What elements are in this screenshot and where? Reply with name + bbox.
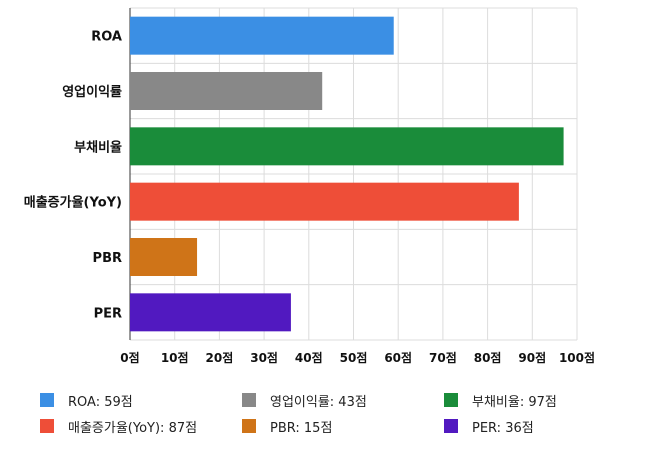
bar xyxy=(130,72,323,110)
legend-swatch xyxy=(444,393,458,407)
legend-item: 영업이익률: 43점 xyxy=(242,390,444,410)
x-tick-label: 0점 xyxy=(120,350,139,365)
category-label: ROA xyxy=(91,30,122,45)
legend-label: PER: 36점 xyxy=(472,420,534,436)
category-label: 매출증가율(YoY) xyxy=(24,195,122,211)
bar xyxy=(130,16,394,55)
x-tick-label: 50점 xyxy=(340,350,368,365)
legend-item: PER: 36점 xyxy=(444,416,640,436)
bar xyxy=(130,182,519,221)
bar xyxy=(130,127,564,166)
category-label: 부채비율 xyxy=(74,139,122,155)
legend-swatch xyxy=(40,393,54,407)
legend-item: 부채비율: 97점 xyxy=(444,390,640,410)
legend-item: 매출증가율(YoY): 87점 xyxy=(40,416,242,436)
legend-label: 부채비율: 97점 xyxy=(472,394,557,410)
legend-item: PBR: 15점 xyxy=(242,416,444,436)
x-tick-label: 90점 xyxy=(518,350,546,365)
bar xyxy=(130,293,291,332)
x-tick-label: 70점 xyxy=(429,350,457,365)
legend-swatch xyxy=(444,419,458,433)
legend-label: PBR: 15점 xyxy=(270,420,333,436)
x-tick-label: 10점 xyxy=(161,350,189,365)
category-label: PER xyxy=(94,306,122,321)
x-tick-label: 20점 xyxy=(206,350,234,365)
legend-swatch xyxy=(242,419,256,433)
x-tick-label: 100점 xyxy=(559,350,595,365)
legend-swatch xyxy=(242,393,256,407)
x-tick-label: 60점 xyxy=(384,350,412,365)
legend-swatch xyxy=(40,419,54,433)
category-label: PBR xyxy=(93,251,122,266)
x-tick-labels: 0점 10점 20점 30점 40점 50점 60점 70점 80점 90점 100점 xyxy=(120,350,595,365)
grid xyxy=(129,7,578,341)
category-label: 영업이익률 xyxy=(62,84,122,100)
legend-label: ROA: 59점 xyxy=(68,394,133,410)
x-tick-label: 30점 xyxy=(250,350,278,365)
x-tick-label: 40점 xyxy=(295,350,323,365)
legend-label: 영업이익률: 43점 xyxy=(270,394,367,410)
legend-label: 매출증가율(YoY): 87점 xyxy=(68,420,198,436)
bar xyxy=(130,238,198,276)
legend-item: ROA: 59점 xyxy=(40,390,242,410)
x-tick-label: 80점 xyxy=(474,350,502,365)
bars xyxy=(130,16,564,332)
